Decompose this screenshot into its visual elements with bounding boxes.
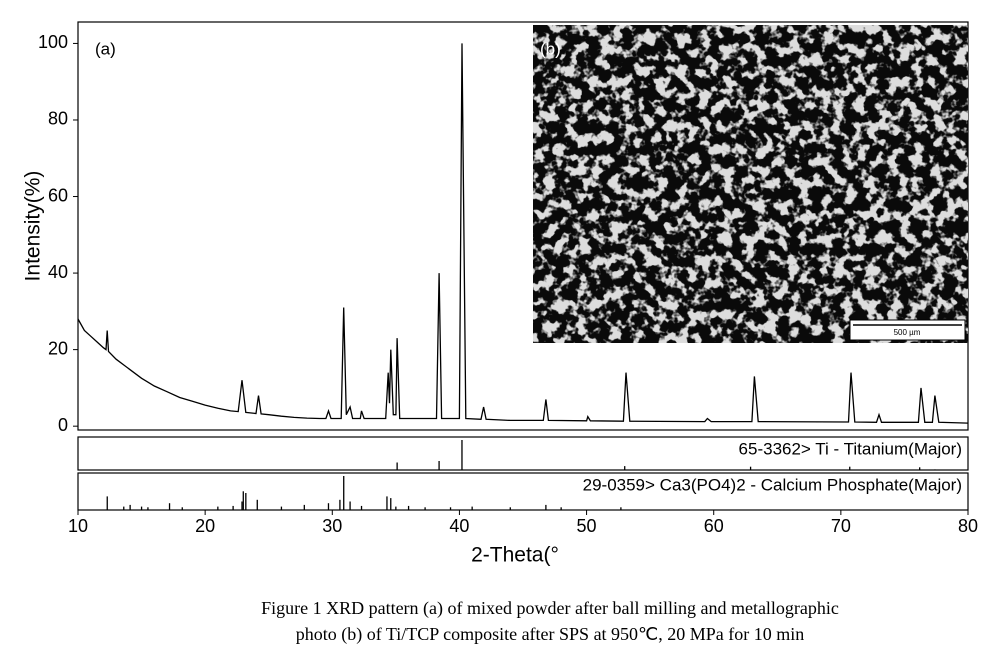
inset-label: (b) [540, 39, 561, 58]
x-tick-label: 20 [195, 516, 215, 536]
photo-texture [533, 25, 968, 343]
caption-line: Figure 1 XRD pattern (a) of mixed powder… [261, 598, 839, 619]
x-tick-label: 30 [322, 516, 342, 536]
inset-photo: 500 µm (b) [533, 25, 968, 343]
y-tick-label: 100 [38, 32, 68, 52]
x-tick-label: 60 [704, 516, 724, 536]
x-tick-label: 40 [449, 516, 469, 536]
x-tick-label: 50 [577, 516, 597, 536]
x-axis-title: 2-Theta(° [471, 544, 559, 567]
caption-line: photo (b) of Ti/TCP composite after SPS … [296, 624, 805, 645]
panel-label: (a) [95, 39, 116, 58]
y-axis-title: Intensity(%) [22, 171, 45, 282]
scale-bar-label: 500 µm [894, 328, 921, 337]
x-tick-label: 10 [68, 516, 88, 536]
y-tick-label: 60 [48, 185, 68, 205]
reference-frame [77, 436, 969, 471]
y-tick-label: 80 [48, 109, 68, 129]
y-tick-label: 0 [58, 415, 68, 435]
y-tick-label: 20 [48, 338, 68, 358]
reference-label: 65-3362> Ti - Titanium(Major) [739, 439, 962, 458]
reference-frame [77, 472, 969, 511]
x-tick-label: 80 [958, 516, 978, 536]
x-tick-label: 70 [831, 516, 851, 536]
xrd-line [77, 43, 969, 424]
reference-label: 29-0359> Ca3(PO4)2 - Calcium Phosphate(M… [583, 475, 962, 494]
y-tick-label: 40 [48, 262, 68, 282]
